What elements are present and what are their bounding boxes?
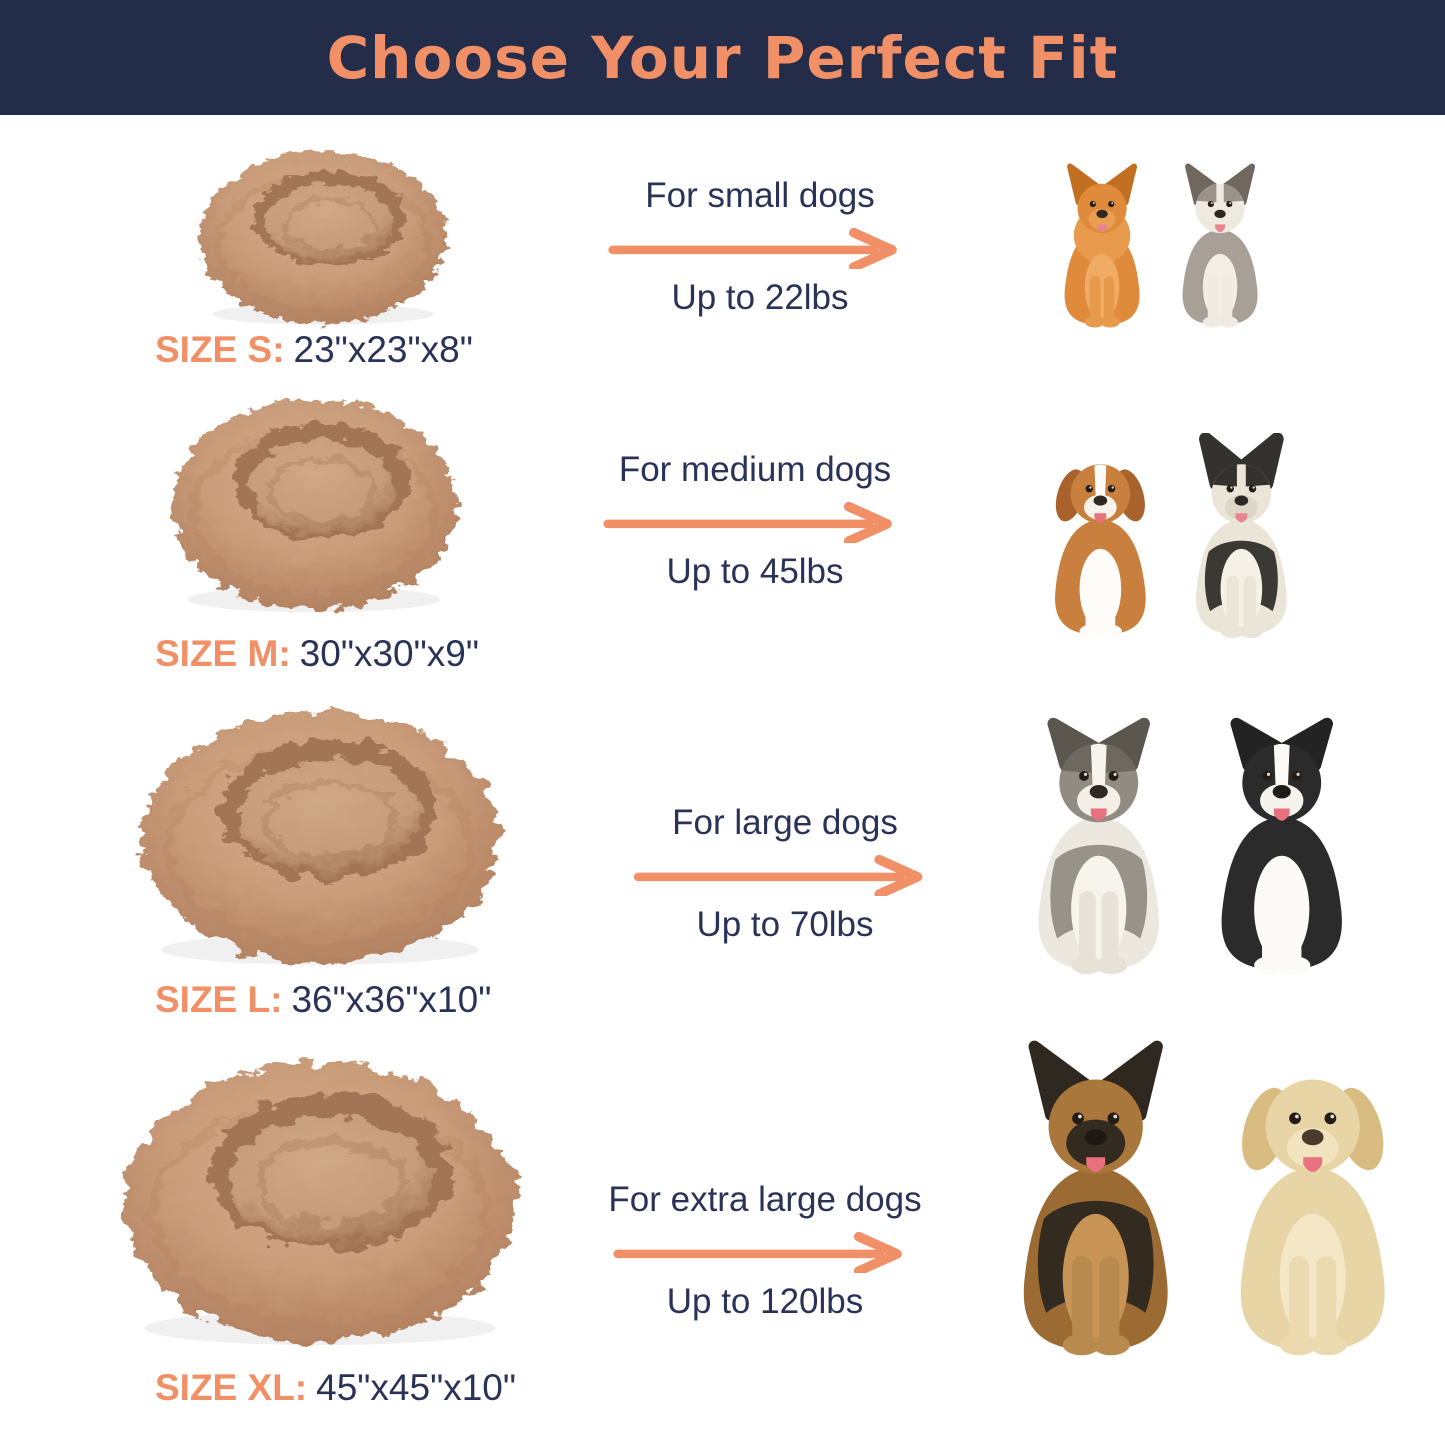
dog-image-german-shepherd xyxy=(1023,1040,1168,1356)
dogs-image-extra-large xyxy=(992,1030,1417,1360)
dogs-image-small xyxy=(1048,158,1274,330)
bed-image-extra-large xyxy=(106,1044,534,1362)
dog-image-beagle xyxy=(1055,464,1146,639)
weight-text: Up to 70lbs xyxy=(696,905,874,944)
size-dimensions: 45"x45"x10" xyxy=(316,1367,516,1408)
right-arrow-icon xyxy=(613,1231,902,1273)
size-dimensions: 30"x30"x9" xyxy=(299,633,479,674)
dogs-image-large xyxy=(1012,702,1369,978)
size-dimensions: 36"x36"x10" xyxy=(291,979,492,1020)
audience-text: For medium dogs xyxy=(618,450,892,489)
size-label: SIZE S: 23"x23"x8" xyxy=(155,329,473,371)
audience-text: For small dogs xyxy=(645,176,875,215)
dog-bed-image xyxy=(123,1063,517,1346)
header-bar: Choose Your Perfect Fit xyxy=(0,0,1445,115)
size-name: SIZE S: xyxy=(155,329,285,370)
size-label: SIZE M: 30"x30"x9" xyxy=(155,633,479,675)
right-arrow-icon xyxy=(608,227,897,269)
bed-image-large xyxy=(126,695,514,980)
weight-text: Up to 45lbs xyxy=(666,552,844,591)
fit-info: For large dogs Up to 70lbs xyxy=(600,803,970,945)
audience-text: For extra large dogs xyxy=(608,1180,922,1219)
right-arrow-icon xyxy=(603,501,892,543)
dog-image-pomeranian xyxy=(1064,163,1140,328)
fit-info: For extra large dogs Up to 120lbs xyxy=(565,1180,965,1322)
size-label: SIZE L: 36"x36"x10" xyxy=(155,979,491,1021)
dog-bed-image xyxy=(198,151,448,325)
bed-image-small xyxy=(188,140,458,335)
dog-bed-image xyxy=(141,712,499,965)
fit-info: For small dogs Up to 22lbs xyxy=(570,176,950,318)
size-name: SIZE XL: xyxy=(155,1367,308,1408)
dog-image-french-bulldog xyxy=(1195,433,1287,639)
bed-image-medium xyxy=(160,385,468,625)
size-name: SIZE M: xyxy=(155,633,291,674)
size-label: SIZE XL: 45"x45"x10" xyxy=(155,1367,516,1409)
right-arrow-icon xyxy=(633,854,922,896)
dog-bed-image xyxy=(172,399,456,613)
dog-image-golden-retriever xyxy=(1241,1079,1386,1356)
size-name: SIZE L: xyxy=(155,979,283,1020)
audience-text: For large dogs xyxy=(672,803,898,842)
page-title: Choose Your Perfect Fit xyxy=(326,23,1119,92)
weight-text: Up to 22lbs xyxy=(671,278,849,317)
fit-info: For medium dogs Up to 45lbs xyxy=(555,450,955,592)
dog-image-yorkshire-terrier xyxy=(1182,163,1258,328)
dog-image-australian-shepherd xyxy=(1038,717,1159,975)
size-dimensions: 23"x23"x8" xyxy=(293,329,473,370)
dog-image-border-collie xyxy=(1222,717,1343,975)
dogs-image-medium xyxy=(1035,433,1306,641)
weight-text: Up to 120lbs xyxy=(666,1282,864,1321)
